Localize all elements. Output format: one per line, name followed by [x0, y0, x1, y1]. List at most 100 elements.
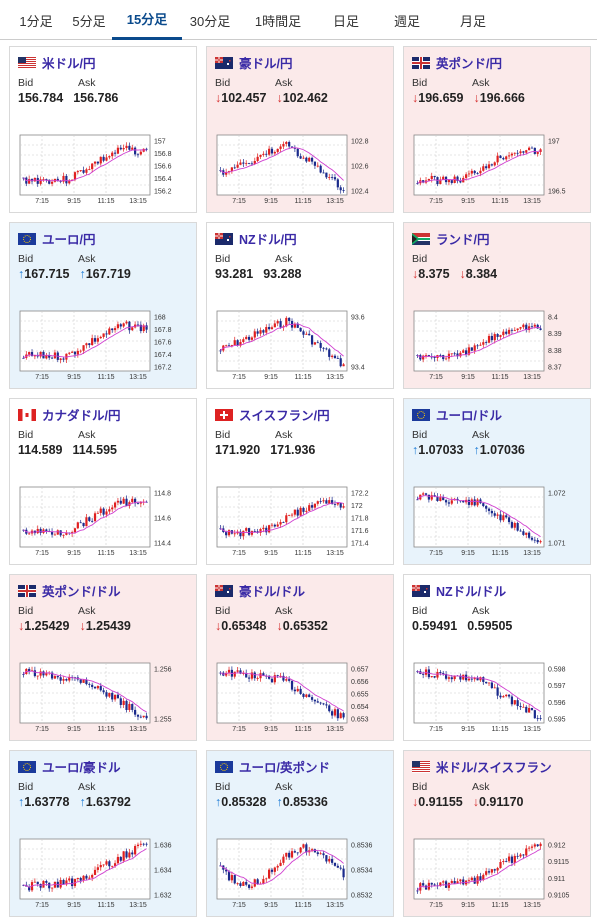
candle: [528, 326, 531, 330]
pair-name[interactable]: ユーロ/英ポンド: [239, 760, 330, 775]
rate-card[interactable]: スイスフラン/円 Bid Ask 171.920 171.936 172.2 172 171.…: [206, 398, 394, 565]
rate-card[interactable]: NZドル/ドル Bid Ask 0.59491 0.59505 0.598 0.597 0.5…: [403, 574, 591, 741]
chart-area[interactable]: 197 196.5 7:15 9:15 11:15 13:15: [413, 131, 584, 207]
candle: [250, 886, 254, 888]
rate-card[interactable]: ユーロ/英ポンド Bid Ask ↑0.85328 ↑0.85336 0.8536 0.85…: [206, 750, 394, 917]
candle: [236, 164, 239, 168]
candle: [39, 884, 42, 888]
candle: [79, 522, 82, 524]
pair-name[interactable]: 豪ドル/ドル: [239, 584, 305, 599]
candle: [467, 347, 471, 355]
pair-name[interactable]: カナダドル/円: [42, 408, 121, 423]
candle: [65, 880, 68, 885]
x-tick-label: 7:15: [429, 550, 443, 557]
candle: [467, 880, 471, 882]
tab-5[interactable]: 日足: [332, 13, 359, 29]
pair-name[interactable]: NZドル/円: [239, 232, 297, 247]
arrow-up-icon: ↑: [18, 795, 25, 809]
candle: [302, 157, 305, 159]
moving-average-line: [220, 849, 344, 885]
bid-value: 102.457: [221, 91, 267, 105]
arrow-down-icon: ↓: [18, 619, 25, 633]
chart-area[interactable]: 168 167.8 167.6 167.4 167.2 7:15 9:15 11:15 13:1…: [19, 307, 190, 383]
candle: [233, 875, 236, 884]
rate-card[interactable]: ランド/円 Bid Ask ↓8.375 ↓8.384 8.4 8.39 8.38 8.37 7:…: [403, 222, 591, 389]
candle: [336, 865, 339, 868]
tab-7[interactable]: 月足: [459, 13, 486, 29]
pair-name[interactable]: ユーロ/豪ドル: [42, 760, 121, 775]
bid-ask-labels: Bid Ask: [215, 429, 385, 441]
candle: [247, 884, 251, 888]
chart-area[interactable]: 93.6 93.4 7:15 9:15 11:15 13:15: [216, 307, 387, 383]
candle: [227, 871, 231, 881]
chart-area[interactable]: 0.912 0.9115 0.911 0.9105 7:15 9:15 11:15 13:15: [413, 835, 584, 911]
rate-card[interactable]: カナダドル/円 Bid Ask 114.589 114.595 114.8 114.6 114…: [9, 398, 197, 565]
bid-label: Bid: [412, 77, 428, 89]
rate-card[interactable]: 豪ドル/円 Bid Ask ↓102.457 ↓102.462 102.8 102.6 102…: [206, 46, 394, 213]
rate-card[interactable]: ユーロ/豪ドル Bid Ask ↑1.63778 ↑1.63792 1.636 1.634 1…: [9, 750, 197, 917]
tab-4[interactable]: 1時間足: [254, 13, 302, 29]
candle: [513, 522, 516, 528]
tab-3[interactable]: 30分足: [189, 13, 231, 29]
candle: [50, 887, 54, 889]
chart-area[interactable]: 0.657 0.656 0.655 0.654 0.653 7:15 9:15 11:15 13…: [216, 659, 387, 735]
candle: [125, 321, 128, 324]
ask-label: Ask: [275, 253, 293, 265]
pair-name[interactable]: 英ポンド/ドル: [42, 584, 121, 599]
candle: [302, 331, 305, 335]
chart-area[interactable]: 172.2 172 171.8 171.6 171.4 7:15 9:15 11:15 13:1…: [216, 483, 387, 559]
chart-area[interactable]: 157 156.8 156.6 156.4 156.2 7:15 9:15 11:15 13:1…: [19, 131, 190, 207]
chart-area[interactable]: 114.8 114.6 114.4 7:15 9:15 11:15 13:15: [19, 483, 190, 559]
candle: [62, 175, 65, 182]
candle: [416, 890, 419, 892]
chart-area[interactable]: 1.256 1.255 7:15 9:15 11:15 13:15: [19, 659, 190, 735]
rate-card[interactable]: 豪ドル/ドル Bid Ask ↓0.65348 ↓0.65352 0.657 0.656 0.…: [206, 574, 394, 741]
candle: [539, 843, 542, 847]
candle: [42, 671, 45, 676]
rate-card[interactable]: ユーロ/ドル Bid Ask ↑1.07033 ↑1.07036 1.072 1.071 7:…: [403, 398, 591, 565]
tab-0[interactable]: 1分足: [19, 13, 53, 29]
chart-area[interactable]: 8.4 8.39 8.38 8.37 7:15 9:15 11:15 13:15: [413, 307, 584, 383]
pair-name[interactable]: 豪ドル/円: [239, 56, 293, 71]
pair-name[interactable]: ユーロ/ドル: [436, 408, 502, 423]
candle: [282, 856, 285, 863]
y-tick-label: 197: [548, 139, 560, 146]
candle: [131, 852, 134, 855]
candle: [59, 879, 62, 888]
x-tick-label: 7:15: [35, 374, 49, 381]
pair-name[interactable]: ランド/円: [436, 232, 490, 247]
candle: [245, 881, 248, 885]
tab-1[interactable]: 5分足: [72, 13, 106, 29]
tab-6[interactable]: 週足: [393, 13, 420, 29]
pair-name[interactable]: 米ドル/スイスフラン: [436, 760, 552, 775]
x-tick-label: 13:15: [129, 902, 147, 909]
rate-card[interactable]: 米ドル/スイスフラン Bid Ask ↓0.91155 ↓0.91170 0.912 0.9…: [403, 750, 591, 917]
candle: [528, 847, 531, 849]
rate-card[interactable]: 英ポンド/ドル Bid Ask ↓1.25429 ↓1.25439 1.256 1.255 7…: [9, 574, 197, 741]
pair-name[interactable]: ユーロ/円: [42, 232, 96, 247]
candle: [245, 336, 248, 340]
candle: [125, 700, 128, 710]
candle: [99, 156, 102, 164]
pair-name[interactable]: スイスフラン/円: [239, 408, 330, 423]
chart-area[interactable]: 1.072 1.071 7:15 9:15 11:15 13:15: [413, 483, 584, 559]
chart-area[interactable]: 0.598 0.597 0.596 0.595 7:15 9:15 11:15 13:15: [413, 659, 584, 735]
pair-name[interactable]: NZドル/ドル: [436, 584, 507, 599]
chart-area[interactable]: 0.8536 0.8534 0.8532 7:15 9:15 11:15 13:15: [216, 835, 387, 911]
rate-card[interactable]: 英ポンド/円 Bid Ask ↓196.659 ↓196.666 197 196.5 7:15…: [403, 46, 591, 213]
pair-name[interactable]: 米ドル/円: [42, 56, 96, 71]
candle: [96, 867, 99, 870]
rate-card[interactable]: NZドル/円 Bid Ask 93.281 93.288 93.6 93.4 7:15 9:15…: [206, 222, 394, 389]
candle: [48, 355, 51, 358]
candle: [288, 142, 291, 147]
x-tick-label: 9:15: [461, 902, 475, 909]
candle: [242, 673, 245, 674]
rate-card[interactable]: ユーロ/円 Bid Ask ↑167.715 ↑167.719 168 167.8 167.6…: [9, 222, 197, 389]
bid-ask-values: ↓8.375 ↓8.384: [412, 267, 582, 281]
tab-2[interactable]: 15分足: [112, 0, 182, 40]
candle: [76, 522, 79, 529]
chart-area[interactable]: 1.636 1.634 1.632 7:15 9:15 11:15 13:15: [19, 835, 190, 911]
chart-area[interactable]: 102.8 102.6 102.4 7:15 9:15 11:15 13:15: [216, 131, 387, 207]
rate-card[interactable]: 米ドル/円 Bid Ask 156.784 156.786 157 156.8 156.6 15…: [9, 46, 197, 213]
pair-name[interactable]: 英ポンド/円: [436, 56, 502, 71]
